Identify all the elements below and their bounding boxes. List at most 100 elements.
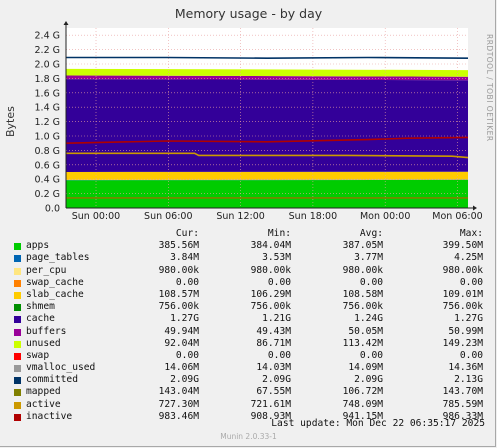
legend-swatch — [14, 291, 21, 299]
legend-swatch — [14, 328, 21, 336]
legend-cur: 756.00k — [158, 301, 199, 313]
legend-cur: 0.00 — [175, 349, 199, 361]
legend-max: 0.00 — [459, 276, 483, 288]
legend-min: 0.00 — [267, 276, 291, 288]
legend-cur: 983.46M — [158, 410, 199, 422]
area-cache — [66, 79, 468, 172]
legend-rows: apps 385.56M 384.04M 387.05M 399.50M page_tab… — [14, 240, 486, 423]
legend-swatch — [14, 401, 21, 409]
legend-name: slab_cache — [26, 288, 84, 300]
legend-min: 3.53M — [262, 252, 291, 264]
legend-cur: 3.84M — [170, 252, 199, 264]
legend-name: swap_cache — [26, 276, 84, 288]
line-inactive — [65, 136, 469, 144]
legend-cur: 2.09G — [170, 374, 199, 386]
legend-min: 2.09G — [262, 374, 291, 386]
y-tick-label: 0.2 G — [35, 189, 61, 200]
area-buffers — [66, 75, 468, 81]
munin-version: Munin 2.0.33-1 — [220, 432, 277, 441]
legend-max: 109.01M — [442, 288, 483, 300]
y-axis-arrow — [63, 21, 69, 25]
legend-cur: 108.57M — [158, 288, 199, 300]
legend-header: Cur: Min: Avg: Max: — [14, 228, 486, 240]
legend-swatch — [14, 279, 21, 287]
legend-row-vmalloc-used: vmalloc_used 14.06M 14.03M 14.09M 14.36M — [14, 362, 486, 374]
legend-min: 86.71M — [256, 337, 291, 349]
legend-swatch — [14, 316, 21, 324]
y-tick-label: 0.0 — [45, 204, 60, 215]
legend-name: shmem — [26, 301, 55, 313]
legend-min: 0.00 — [267, 349, 291, 361]
legend-header-avg: Avg: — [359, 228, 383, 239]
legend-max: 0.00 — [459, 349, 483, 361]
legend-min: 756.00k — [250, 301, 291, 313]
legend-max: 149.23M — [442, 337, 483, 349]
legend-cur: 92.04M — [164, 337, 199, 349]
y-tick-label: 1.8 G — [35, 74, 61, 85]
legend-avg: 14.09M — [348, 362, 383, 374]
legend-avg: 2.09G — [354, 374, 383, 386]
legend-max: 1.27G — [454, 313, 483, 325]
legend-row-unused: unused 92.04M 86.71M 113.42M 149.23M — [14, 338, 486, 350]
line-committed — [66, 56, 469, 60]
legend-max: 399.50M — [442, 240, 483, 252]
x-tick-label: Mon 00:00 — [360, 211, 410, 222]
y-tick-label: 0.4 G — [35, 175, 61, 186]
legend-swatch — [14, 377, 21, 385]
y-tick-label: 0.6 G — [35, 160, 61, 171]
y-tick-label: 1.2 G — [35, 117, 61, 128]
area-unused — [66, 68, 468, 77]
stacked-areas — [66, 28, 468, 208]
grid-lines — [66, 28, 468, 208]
legend-avg: 106.72M — [342, 386, 383, 398]
legend-max: 980.00k — [442, 264, 483, 276]
area-apps — [66, 179, 468, 208]
x-tick-label: Sun 18:00 — [289, 211, 337, 222]
series-lines — [65, 56, 469, 199]
legend-min: 721.61M — [250, 398, 291, 410]
legend-min: 106.29M — [250, 288, 291, 300]
legend-swatch — [14, 413, 21, 421]
legend-row-apps: apps 385.56M 384.04M 387.05M 399.50M — [14, 240, 486, 252]
line-active — [66, 152, 469, 159]
legend-min: 14.03M — [256, 362, 291, 374]
x-tick-label: Sun 06:00 — [144, 211, 192, 222]
legend-max: 50.99M — [448, 325, 483, 337]
legend-min: 49.43M — [256, 325, 291, 337]
legend-max: 14.36M — [448, 362, 483, 374]
x-axis-arrow — [473, 205, 477, 211]
legend-avg: 387.05M — [342, 240, 383, 252]
y-tick-label: 2.0 G — [35, 60, 61, 71]
legend-row-shmem: shmem 756.00k 756.00k 756.00k 756.00k — [14, 301, 486, 313]
legend-swatch — [14, 389, 21, 397]
legend-swatch — [14, 365, 21, 373]
legend-max: 986.33M — [442, 410, 483, 422]
legend-max: 756.00k — [442, 301, 483, 313]
x-tick-label: Mon 06:00 — [432, 211, 482, 222]
legend-swatch — [14, 352, 21, 360]
legend-row-per-cpu: per_cpu 980.00k 980.00k 980.00k 980.00k — [14, 265, 486, 277]
legend-min: 980.00k — [250, 264, 291, 276]
y-tick-label: 0.8 G — [35, 146, 61, 157]
legend-avg: 113.42M — [342, 337, 383, 349]
legend-swatch — [14, 340, 21, 348]
legend-name: vmalloc_used — [26, 362, 96, 374]
rrdtool-watermark: RRDTOOL / TOBI OETIKER — [485, 34, 494, 142]
legend-avg: 0.00 — [359, 276, 383, 288]
legend-header-min: Min: — [267, 228, 291, 239]
legend-row-swap-cache: swap_cache 0.00 0.00 0.00 0.00 — [14, 277, 486, 289]
legend-cur: 980.00k — [158, 264, 199, 276]
legend-row-committed: committed 2.09G 2.09G 2.09G 2.13G — [14, 374, 486, 386]
legend-cur: 0.00 — [175, 276, 199, 288]
legend-row-buffers: buffers 49.94M 49.43M 50.05M 50.99M — [14, 326, 486, 338]
chart-title: Memory usage - by day — [174, 6, 323, 21]
x-tick-label: Sun 00:00 — [72, 211, 120, 222]
legend-name: inactive — [26, 410, 73, 422]
legend-avg: 941.15M — [342, 410, 383, 422]
legend-cur: 727.30M — [158, 398, 199, 410]
legend-name: per_cpu — [26, 264, 67, 276]
y-tick-label: 1.0 G — [35, 132, 61, 143]
last-update: Last update: Mon Dec 22 06:35:17 2025 — [271, 418, 485, 429]
